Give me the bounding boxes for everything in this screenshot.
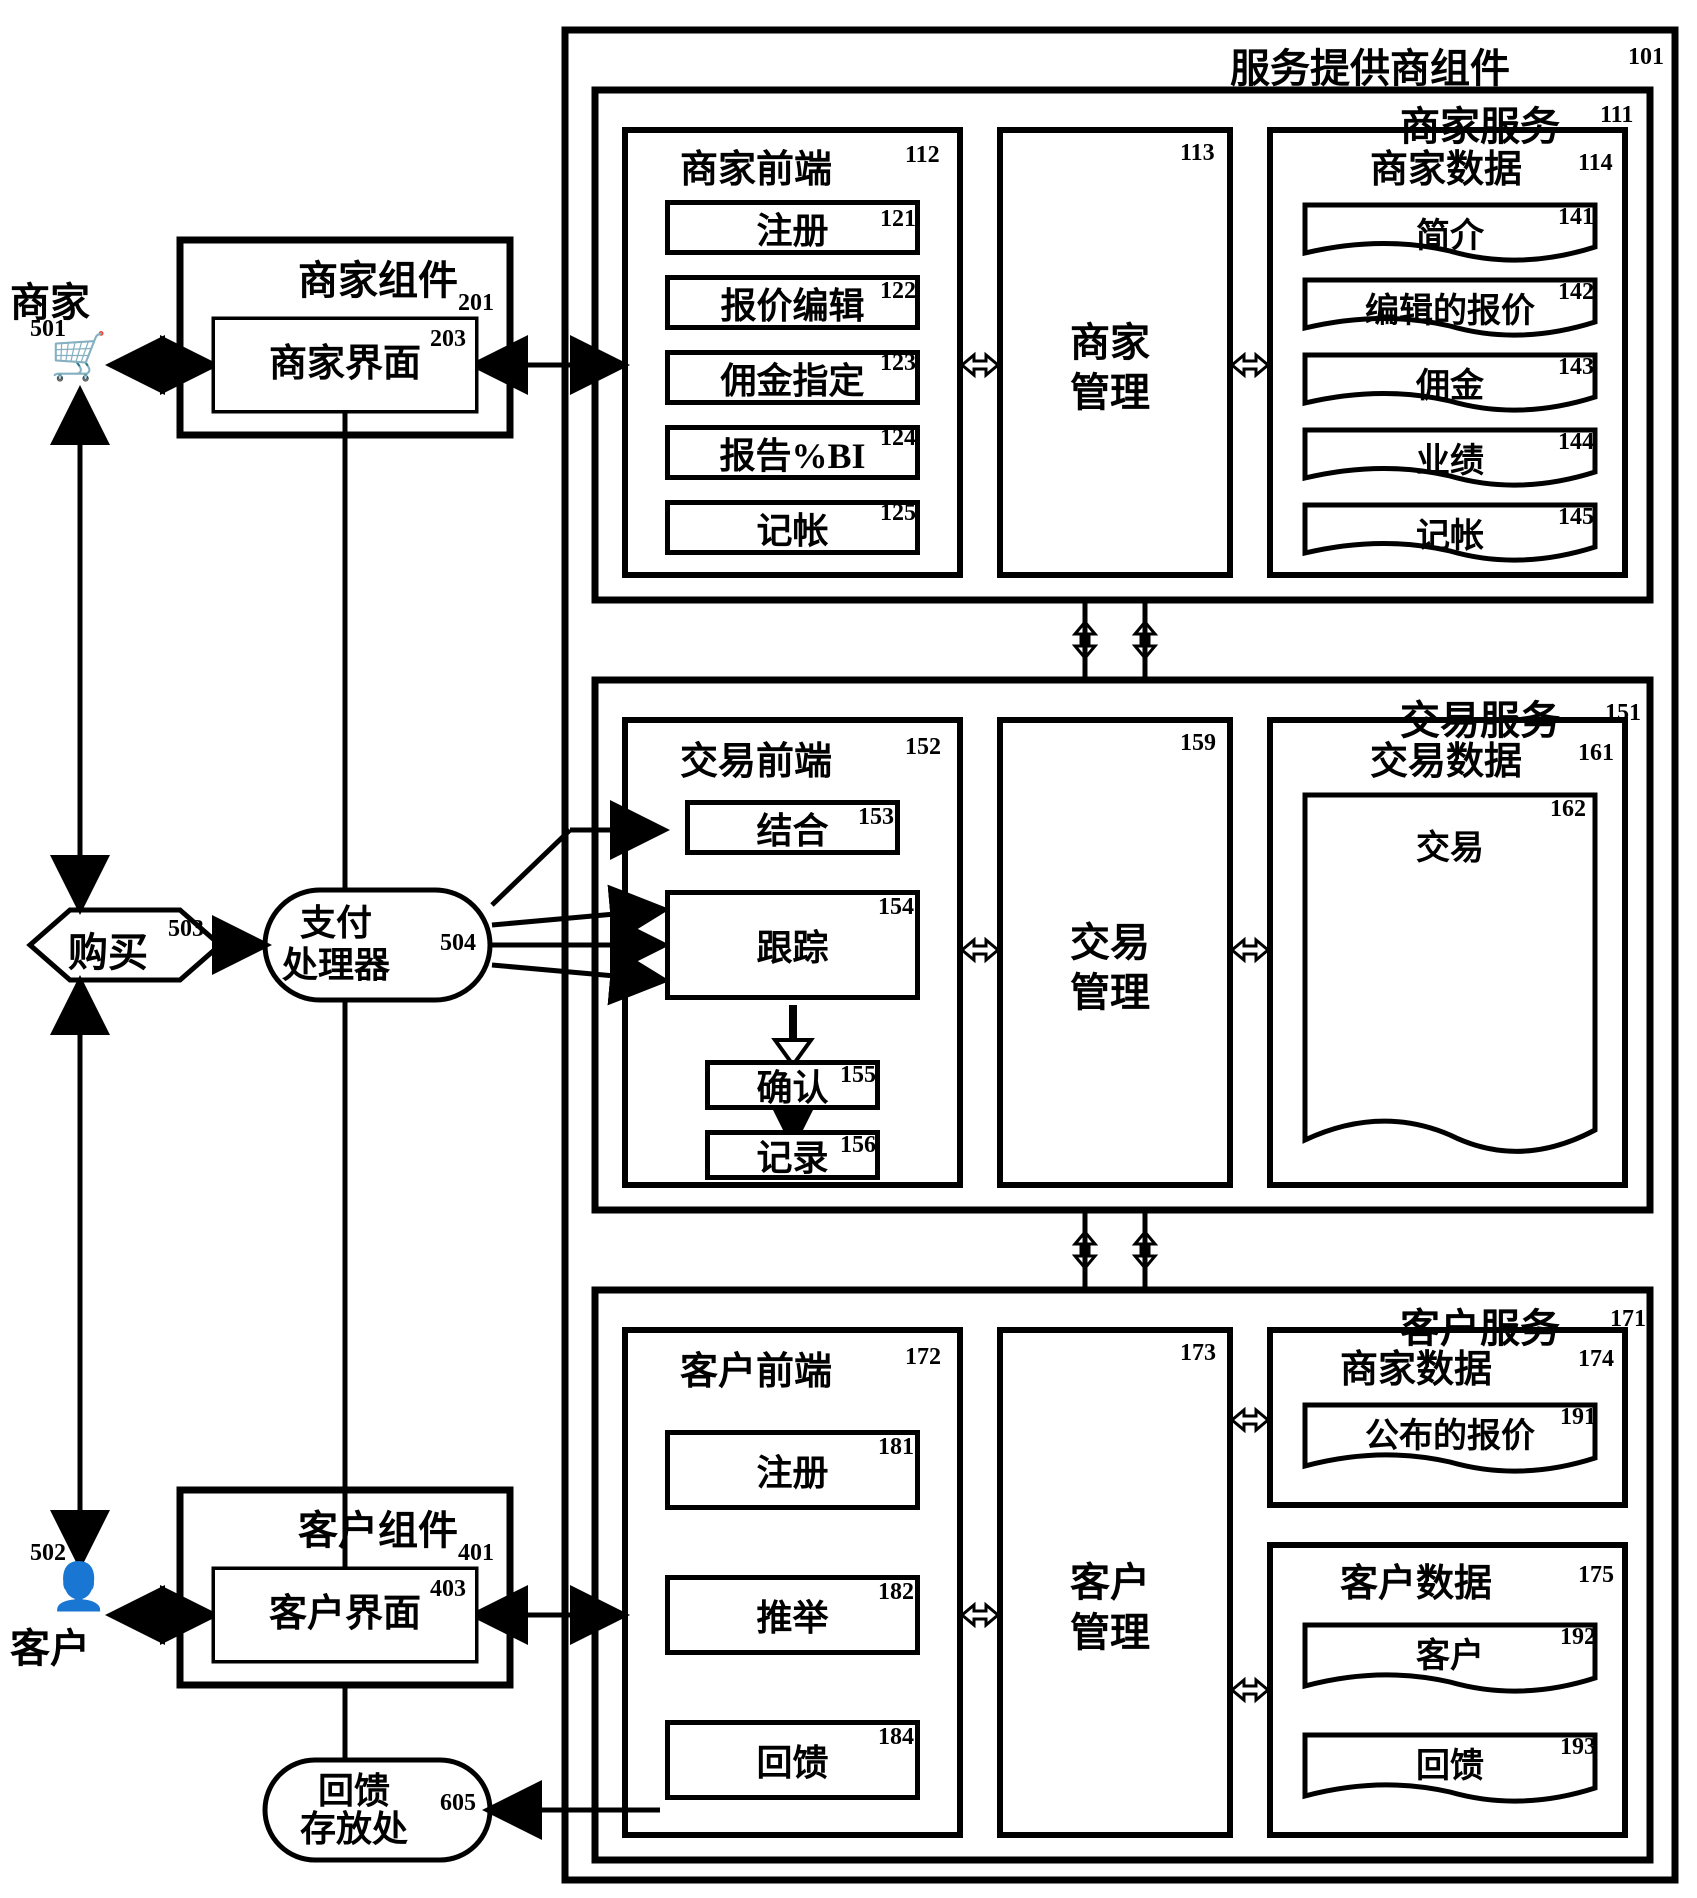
cf-item-0-ref: 181 <box>878 1434 914 1461</box>
md-doc-3-ref: 144 <box>1558 429 1594 456</box>
md-doc-1: 编辑的报价 <box>1300 275 1600 340</box>
customer-frontend-title: 客户前端 <box>680 1340 832 1395</box>
transaction-data-ref: 161 <box>1578 740 1614 767</box>
md-doc-4-label: 记帐 <box>1300 508 1600 557</box>
customer-interface-label: 客户界面 <box>269 1594 421 1636</box>
tf-item-2-ref: 155 <box>840 1062 876 1089</box>
customer-frontend-ref: 172 <box>905 1344 941 1371</box>
md-doc-2-ref: 143 <box>1558 354 1594 381</box>
customer-actor-label: 客户 <box>10 1616 90 1674</box>
tf-item-3-ref: 156 <box>840 1132 876 1159</box>
md-doc-1-ref: 142 <box>1558 279 1594 306</box>
ccd-doc-1: 回馈 <box>1300 1730 1600 1810</box>
transaction-frontend-title: 交易前端 <box>680 730 832 785</box>
tf-item-1-ref: 154 <box>878 894 914 921</box>
cust-customer-data-title: 客户数据 <box>1340 1552 1492 1607</box>
md-doc-2-label: 佣金 <box>1300 358 1600 407</box>
mf-item-1-ref: 122 <box>880 278 916 305</box>
md-doc-0-label: 简介 <box>1300 208 1600 257</box>
td-doc-0-label: 交易 <box>1300 820 1600 869</box>
customer-mgmt-ref: 173 <box>1180 1340 1216 1367</box>
merchant-frontend-ref: 112 <box>905 142 940 169</box>
mf-item-4-ref: 125 <box>880 500 916 527</box>
provider-title: 服务提供商组件 <box>1230 36 1510 94</box>
merchant-frontend-title: 商家前端 <box>680 138 832 193</box>
provider-ref: 101 <box>1628 44 1664 71</box>
mf-item-2-ref: 123 <box>880 350 916 377</box>
ccd-doc-0-ref: 192 <box>1560 1624 1596 1651</box>
merchant-component-title: 商家组件 <box>298 248 458 306</box>
feedback-store-l2: 存放处 <box>300 1800 408 1852</box>
diagram-stage: 服务提供商组件 101 商家服务 111 交易服务 151 客户服务 171 商… <box>0 0 1697 1898</box>
customer-icon: 👤 <box>50 1560 107 1614</box>
mf-item-3-ref: 124 <box>880 425 916 452</box>
md-doc-3: 业绩 <box>1300 425 1600 490</box>
cust-customer-data-ref: 175 <box>1578 1562 1614 1589</box>
merchant-mgmt-l2: 管理 <box>1070 360 1150 418</box>
transaction-data-title: 交易数据 <box>1370 730 1522 785</box>
customer-component-ref: 401 <box>458 1540 494 1567</box>
tf-item-0-ref: 153 <box>858 804 894 831</box>
merchant-mgmt-ref: 113 <box>1180 140 1215 167</box>
td-doc-0: 交易 <box>1300 790 1600 1160</box>
ccd-doc-1-ref: 193 <box>1560 1734 1596 1761</box>
cmd-doc-0-ref: 191 <box>1560 1404 1596 1431</box>
md-doc-2: 佣金 <box>1300 350 1600 415</box>
customer-service-ref: 171 <box>1610 1306 1646 1333</box>
transaction-service-ref: 151 <box>1605 700 1641 727</box>
customer-mgmt-l2: 管理 <box>1070 1600 1150 1658</box>
transaction-mgmt-ref: 159 <box>1180 730 1216 757</box>
merchant-service-ref: 111 <box>1600 102 1633 129</box>
payment-label-2: 处理器 <box>282 936 390 988</box>
customer-component-title: 客户组件 <box>298 1498 458 1556</box>
cf-item-1-ref: 182 <box>878 1579 914 1606</box>
md-doc-0-ref: 141 <box>1558 204 1594 231</box>
md-doc-1-label: 编辑的报价 <box>1300 283 1600 332</box>
ccd-doc-0-label: 客户 <box>1300 1628 1600 1677</box>
cf-item-2-ref: 184 <box>878 1724 914 1751</box>
md-doc-0: 简介 <box>1300 200 1600 265</box>
feedback-store-ref: 605 <box>440 1790 476 1817</box>
transaction-mgmt-l2: 管理 <box>1070 960 1150 1018</box>
cust-merchant-data-title: 商家数据 <box>1340 1338 1492 1393</box>
merchant-data-title: 商家数据 <box>1370 138 1522 193</box>
transaction-frontend-ref: 152 <box>905 734 941 761</box>
ccd-doc-1-label: 回馈 <box>1300 1738 1600 1787</box>
md-doc-4-ref: 145 <box>1558 504 1594 531</box>
merchant-component-ref: 201 <box>458 290 494 317</box>
payment-ref: 504 <box>440 930 476 957</box>
md-doc-4: 记帐 <box>1300 500 1600 565</box>
cmd-doc-0: 公布的报价 <box>1300 1400 1600 1480</box>
merchant-interface-ref: 203 <box>430 326 466 353</box>
cmd-doc-0-label: 公布的报价 <box>1300 1408 1600 1457</box>
purchase-ref: 503 <box>168 916 204 943</box>
customer-interface-ref: 403 <box>430 1576 466 1603</box>
merchant-interface-label: 商家界面 <box>269 344 421 386</box>
cust-merchant-data-ref: 174 <box>1578 1346 1614 1373</box>
ccd-doc-0: 客户 <box>1300 1620 1600 1700</box>
td-doc-0-ref: 162 <box>1550 796 1586 823</box>
purchase-label: 购买 <box>68 920 148 978</box>
merchant-icon: 🛒 <box>50 330 107 384</box>
md-doc-3-label: 业绩 <box>1300 433 1600 482</box>
customer-actor-ref: 502 <box>30 1540 66 1567</box>
mf-item-0-ref: 121 <box>880 206 916 233</box>
merchant-data-ref: 114 <box>1578 150 1613 177</box>
